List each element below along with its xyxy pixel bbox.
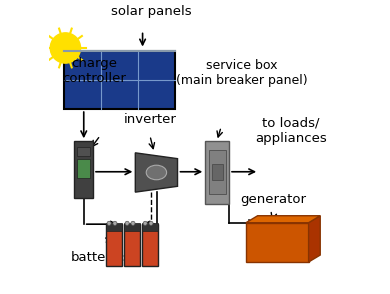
Circle shape [125,221,129,225]
FancyBboxPatch shape [124,223,140,231]
Circle shape [113,221,117,225]
FancyBboxPatch shape [106,224,122,266]
Text: service box
(main breaker panel): service box (main breaker panel) [176,59,307,87]
Circle shape [149,221,153,225]
Polygon shape [246,223,308,262]
FancyBboxPatch shape [124,224,140,266]
FancyBboxPatch shape [205,141,229,204]
Circle shape [143,221,147,225]
Ellipse shape [146,165,167,180]
FancyBboxPatch shape [64,51,175,109]
FancyBboxPatch shape [142,224,158,266]
Text: inverter: inverter [123,113,176,126]
FancyBboxPatch shape [74,141,93,198]
Circle shape [131,221,135,225]
FancyBboxPatch shape [77,147,90,156]
Text: solar panels: solar panels [111,5,191,18]
FancyBboxPatch shape [212,164,223,181]
Text: batteries: batteries [71,251,130,264]
FancyBboxPatch shape [142,223,158,231]
Text: generator: generator [241,193,307,206]
Text: to loads/
appliances: to loads/ appliances [255,117,327,145]
FancyBboxPatch shape [77,159,90,178]
Polygon shape [308,216,320,262]
Circle shape [50,33,81,63]
Circle shape [107,221,111,225]
Polygon shape [246,216,320,223]
FancyBboxPatch shape [106,223,122,231]
FancyBboxPatch shape [209,150,225,193]
Text: charge
controller: charge controller [62,57,126,85]
Polygon shape [135,153,177,192]
